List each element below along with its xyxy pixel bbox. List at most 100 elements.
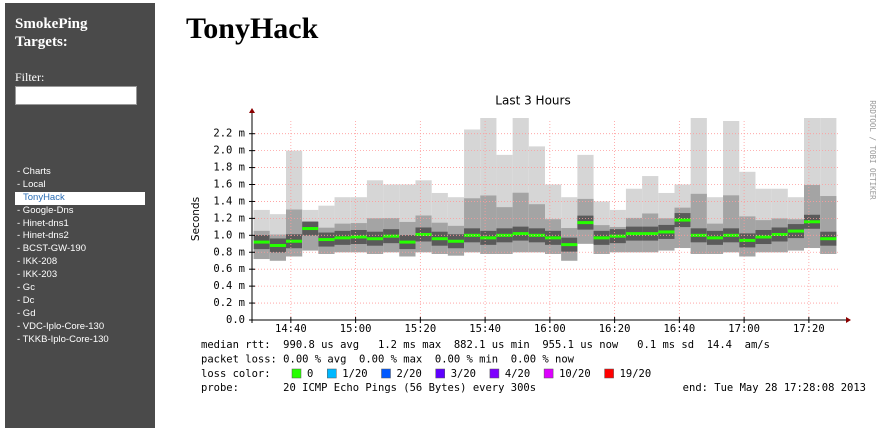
target-link[interactable]: - Local — [17, 178, 46, 190]
median-rtt — [285, 239, 303, 243]
x-tick-label: 15:40 — [469, 323, 501, 335]
loss-label: 3/20 — [451, 368, 476, 380]
y-tick-label: 0.8 m — [213, 246, 245, 258]
target-link[interactable]: - Hinet-dns2 — [17, 230, 69, 242]
target-link[interactable]: - Google-Dns — [17, 204, 74, 216]
x-tick-label: 16:00 — [534, 323, 566, 335]
x-tick-label: 15:20 — [405, 323, 437, 335]
target-link[interactable]: - Hinet-dns1 — [17, 217, 69, 229]
y-tick-label: 1.2 m — [213, 212, 245, 224]
smoke-core — [512, 192, 529, 253]
probe-line: probe: 20 ICMP Echo Pings (56 Bytes) eve… — [201, 382, 536, 394]
median-rtt — [739, 238, 756, 242]
y-tick-label: 1.0 m — [213, 229, 245, 241]
target-link[interactable]: - IKK-208 — [17, 256, 58, 268]
median-rtt — [804, 220, 821, 224]
median-rtt — [302, 227, 319, 231]
smoke-core — [723, 195, 740, 253]
y-tick-label: 1.4 m — [213, 195, 245, 207]
loss-label: 4/20 — [505, 368, 530, 380]
target-link[interactable]: - Charts — [17, 166, 51, 177]
median-rtt — [561, 243, 578, 247]
median-rtt — [545, 236, 562, 240]
page-title: TonyHack — [186, 12, 319, 45]
target-list: - Charts - Local TonyHack - Google-Dns - Hin… — [15, 166, 145, 346]
median-rtt — [658, 230, 675, 234]
y-tick-label: 1.8 m — [213, 162, 245, 174]
end-time: end: Tue May 28 17:28:08 2013 — [683, 382, 866, 394]
loss-label: 19/20 — [620, 368, 652, 380]
y-tick-label: 2.0 m — [213, 145, 245, 157]
y-tick-label: 1.6 m — [213, 179, 245, 191]
y-tick-label: 0.0 — [226, 314, 245, 326]
sidebar: SmokePing Targets: Filter: - Charts - Loc… — [5, 3, 155, 428]
median-rtt — [528, 233, 545, 237]
median-rtt — [674, 218, 691, 222]
loss-swatch — [381, 368, 391, 379]
target-link[interactable]: - Gd — [17, 307, 36, 319]
median-rtt — [383, 234, 400, 238]
median-rtt — [593, 236, 610, 240]
x-tick-label: 16:40 — [664, 323, 696, 335]
target-link[interactable]: - VDC-Iplo-Core-130 — [17, 320, 105, 332]
loss-swatch — [435, 368, 445, 379]
axis-arrow — [846, 317, 851, 323]
median-rtt — [269, 243, 286, 247]
y-tick-label: 0.2 m — [213, 297, 245, 309]
smoke-core — [464, 198, 481, 253]
x-tick-label: 17:00 — [728, 323, 760, 335]
smoke-core — [528, 204, 545, 253]
filter-input[interactable] — [15, 86, 137, 105]
target-link[interactable]: - BCST-GW-190 — [17, 243, 86, 255]
loss-label: 1/20 — [342, 368, 367, 380]
median-rtt — [771, 232, 788, 236]
loss-swatch — [327, 368, 337, 379]
median-rtt — [399, 240, 416, 244]
sidebar-title: SmokePing Targets: — [15, 16, 88, 50]
legend-line: median rtt: 990.8 us avg 1.2 ms max 882.… — [201, 339, 770, 351]
loss-swatch — [543, 368, 554, 379]
median-rtt — [480, 236, 497, 240]
median-rtt — [447, 239, 465, 243]
median-rtt — [820, 237, 837, 241]
target-link[interactable]: - Dc — [17, 294, 35, 306]
y-tick-label: 0.6 m — [213, 263, 245, 275]
median-rtt — [318, 238, 335, 242]
x-tick-label: 17:20 — [793, 323, 825, 335]
loss-swatch — [604, 368, 614, 379]
smoke-core — [690, 193, 707, 254]
median-rtt — [334, 236, 351, 240]
chart-title: Last 3 Hours — [495, 94, 570, 108]
median-rtt — [464, 233, 481, 237]
median-rtt — [350, 235, 367, 239]
loss-swatch — [489, 368, 500, 379]
median-rtt — [787, 229, 805, 233]
x-tick-label: 15:00 — [340, 323, 372, 335]
legend-line: packet loss: 0.00 % avg 0.00 % max 0.00 … — [201, 354, 575, 366]
median-rtt — [755, 235, 772, 239]
median-rtt — [253, 240, 270, 244]
loss-color-label: loss color: — [201, 368, 271, 380]
median-rtt — [642, 232, 659, 236]
median-rtt — [609, 234, 626, 238]
median-rtt — [577, 221, 594, 225]
x-tick-label: 14:40 — [275, 323, 307, 335]
filter-label: Filter: — [15, 70, 45, 84]
target-link[interactable]: - IKK-203 — [17, 269, 58, 281]
smoke-core — [480, 195, 497, 254]
median-rtt — [366, 237, 384, 241]
watermark: RRDTOOL / TOBI OETIKER — [868, 100, 877, 200]
loss-label: 0 — [307, 368, 313, 380]
median-rtt — [415, 232, 432, 236]
loss-swatch — [291, 368, 302, 379]
target-link[interactable]: TonyHack — [15, 191, 145, 205]
median-rtt — [690, 233, 707, 237]
target-link[interactable]: - TKKB-Iplo-Core-130 — [17, 333, 109, 345]
axis-arrow — [249, 108, 255, 113]
median-rtt — [625, 232, 643, 236]
target-link[interactable]: - Gc — [17, 282, 35, 294]
y-axis-label: Seconds — [190, 197, 202, 241]
y-tick-label: 2.2 m — [213, 128, 245, 140]
